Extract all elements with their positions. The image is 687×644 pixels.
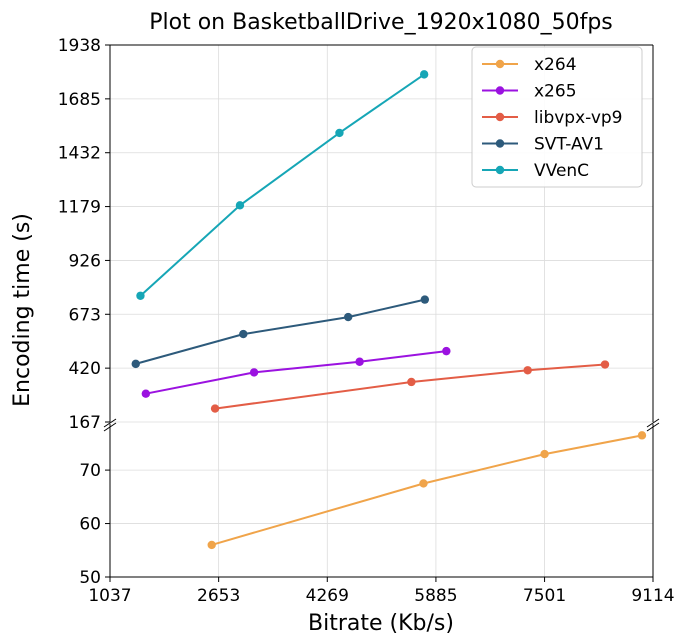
data-point-libvpx-vp9	[210, 404, 220, 413]
y-tick-label: 420	[69, 359, 101, 379]
data-point-SVT-AV1	[239, 329, 248, 339]
series-line-SVT-AV1	[135, 298, 426, 365]
x-tick-label: 5885	[414, 586, 457, 606]
series-line-x265	[145, 350, 447, 395]
legend-marker	[495, 139, 505, 148]
axis-break-mark	[646, 418, 660, 428]
x-tick-label: 2653	[197, 586, 240, 606]
data-point-x264	[637, 431, 647, 440]
legend: x264 x265 libvpx-vp9 SVT-AV1 VVenC	[471, 46, 643, 188]
axis-break-mark	[103, 418, 117, 428]
legend-label: libvpx-vp9	[534, 108, 623, 128]
data-point-SVT-AV1	[420, 295, 430, 304]
data-point-x264	[540, 449, 549, 459]
data-point-x265	[355, 357, 364, 366]
y-tick-label: 70	[79, 461, 101, 481]
data-point-VVenC	[136, 291, 145, 300]
axis-ticks: 1037 2653 4269 5885 7501 9114 1938 1685 1432 1179…	[58, 36, 675, 606]
legend-marker	[495, 59, 505, 69]
series-layer	[131, 70, 647, 550]
series-line-VVenC	[139, 73, 425, 297]
axis-break-mark	[646, 422, 660, 432]
axis-break-mark	[103, 422, 117, 432]
data-point-x264	[419, 479, 428, 488]
x-tick-label: 4269	[306, 586, 349, 606]
x-tick-label: 7501	[523, 586, 566, 606]
plot-frame	[103, 44, 660, 578]
y-tick-label: 50	[79, 568, 101, 588]
data-point-libvpx-vp9	[600, 360, 610, 369]
x-tick-label: 9114	[631, 586, 674, 606]
y-tick-label: 1432	[58, 144, 101, 164]
legend-label: x265	[534, 82, 577, 102]
legend-marker	[495, 165, 505, 175]
y-tick-label: 1938	[58, 36, 101, 56]
legend-label: SVT-AV1	[534, 135, 604, 155]
series-line-x264	[211, 434, 643, 546]
legend-label: x264	[534, 55, 577, 75]
data-point-x265	[442, 346, 451, 356]
x-axis-label: Bitrate (Kb/s)	[308, 611, 454, 636]
x-tick-label: 1037	[88, 586, 131, 606]
data-point-x265	[141, 389, 151, 398]
y-tick-label: 926	[69, 251, 101, 271]
y-axis-label: Encoding time (s)	[10, 213, 35, 407]
data-point-VVenC	[419, 70, 429, 79]
data-point-VVenC	[335, 128, 344, 138]
data-point-SVT-AV1	[131, 359, 140, 369]
legend-marker	[495, 112, 505, 122]
data-point-SVT-AV1	[343, 312, 353, 322]
data-point-x265	[249, 368, 259, 377]
legend-box	[471, 46, 643, 188]
y-tick-label: 673	[69, 305, 101, 325]
data-point-libvpx-vp9	[407, 377, 416, 387]
data-point-VVenC	[235, 201, 245, 210]
chart-title: Plot on BasketballDrive_1920x1080_50fps	[149, 10, 613, 35]
y-tick-label: 167	[69, 413, 101, 433]
legend-marker	[495, 86, 505, 95]
data-point-x264	[207, 540, 216, 550]
y-tick-label: 1179	[58, 198, 101, 218]
data-point-libvpx-vp9	[523, 366, 532, 375]
y-tick-label: 1685	[58, 90, 101, 110]
y-tick-label: 60	[79, 515, 101, 535]
series-line-libvpx-vp9	[214, 363, 606, 410]
legend-label: VVenC	[534, 161, 589, 181]
